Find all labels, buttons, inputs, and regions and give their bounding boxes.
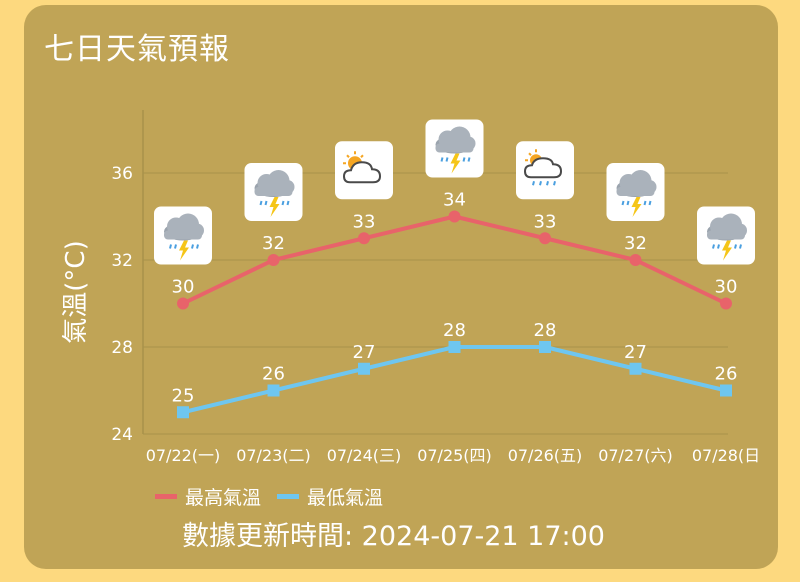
y-tick-label: 24 bbox=[111, 425, 133, 445]
high-temp-point bbox=[177, 297, 189, 310]
partly-cloudy-icon bbox=[335, 141, 393, 200]
high-temp-point bbox=[267, 254, 280, 266]
high-temp-point bbox=[358, 232, 370, 245]
x-tick-label: 07/28(日 bbox=[692, 446, 760, 465]
high-temp-point bbox=[539, 232, 551, 245]
low-temp-point bbox=[448, 341, 461, 353]
legend-label-high: 最高氣溫 bbox=[185, 487, 262, 509]
low-temp-point bbox=[177, 406, 189, 419]
low-temp-point bbox=[720, 384, 732, 397]
y-tick-label: 32 bbox=[111, 251, 133, 271]
legend-swatch-high bbox=[155, 494, 177, 499]
low-temp-point bbox=[539, 341, 551, 353]
low-temp-label: 26 bbox=[715, 364, 738, 385]
low-temp-label: 28 bbox=[443, 320, 466, 341]
chart-legend: 最高氣溫 最低氣溫 bbox=[155, 483, 399, 510]
low-temp-label: 27 bbox=[624, 342, 647, 363]
legend-item-low: 最低氣溫 bbox=[277, 483, 383, 510]
thunderstorm-icon bbox=[154, 206, 212, 265]
high-temp-label: 30 bbox=[715, 277, 738, 298]
high-temp-label: 33 bbox=[353, 211, 376, 232]
low-temp-label: 28 bbox=[534, 320, 557, 341]
x-tick-label: 07/24(三) bbox=[327, 446, 402, 465]
x-tick-label: 07/27(六) bbox=[598, 446, 673, 465]
high-temp-label: 32 bbox=[262, 233, 285, 254]
low-temp-point bbox=[267, 384, 280, 397]
legend-label-low: 最低氣溫 bbox=[307, 487, 384, 509]
y-tick-label: 36 bbox=[111, 164, 133, 184]
thunderstorm-icon bbox=[606, 163, 665, 221]
high-temp-label: 34 bbox=[443, 190, 466, 211]
forecast-card bbox=[24, 5, 778, 569]
y-axis-label: 氣溫(°C) bbox=[61, 240, 91, 343]
x-tick-label: 07/25(四) bbox=[417, 446, 492, 465]
high-temp-point bbox=[629, 254, 642, 266]
high-temp-point bbox=[720, 297, 732, 310]
partly-cloudy-rain-icon bbox=[516, 141, 574, 200]
y-tick-label: 28 bbox=[111, 338, 133, 358]
high-temp-label: 32 bbox=[624, 233, 647, 254]
x-tick-label: 07/23(二) bbox=[236, 446, 311, 465]
low-temp-label: 26 bbox=[262, 364, 285, 385]
update-timestamp: 數據更新時間: 2024-07-21 17:00 bbox=[182, 521, 605, 552]
low-temp-point bbox=[629, 362, 642, 375]
high-temp-label: 30 bbox=[172, 277, 195, 298]
legend-swatch-low bbox=[277, 494, 300, 499]
page-title: 七日天氣預報 bbox=[44, 32, 230, 67]
low-temp-label: 27 bbox=[353, 342, 376, 363]
thunderstorm-icon bbox=[244, 163, 303, 221]
high-temp-point bbox=[448, 210, 461, 223]
x-tick-label: 07/22(一) bbox=[146, 446, 221, 465]
legend-item-high: 最高氣溫 bbox=[155, 483, 261, 510]
thunderstorm-icon bbox=[697, 206, 755, 265]
low-temp-point bbox=[358, 362, 370, 375]
high-temp-label: 33 bbox=[534, 211, 557, 232]
low-temp-label: 25 bbox=[172, 385, 195, 406]
x-tick-label: 07/26(五) bbox=[508, 446, 583, 465]
thunderstorm-icon bbox=[425, 119, 484, 178]
